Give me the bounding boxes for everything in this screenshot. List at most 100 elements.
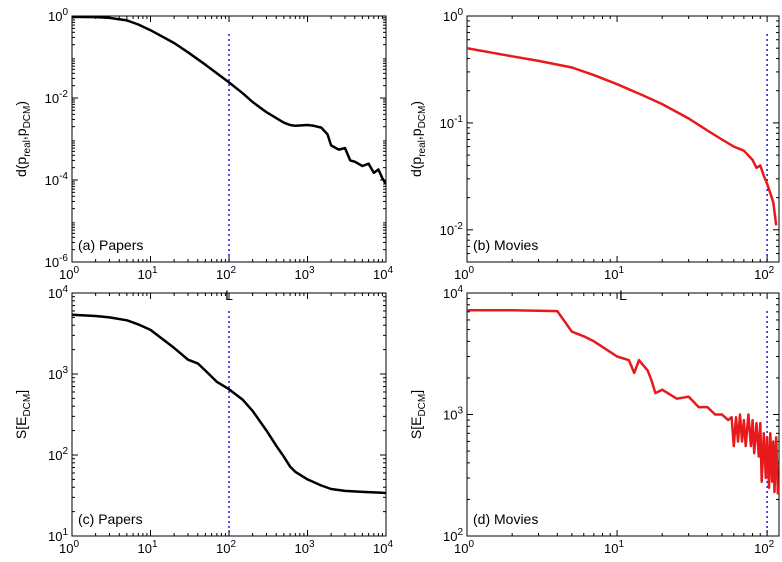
y-axis-title-part: ,p — [13, 128, 29, 140]
panel-annotation: (c) Papers — [78, 511, 143, 527]
y-tick-exponent: 3 — [62, 365, 68, 376]
x-tick-exponent: 2 — [230, 265, 236, 276]
y-tick-label: 100 — [443, 7, 463, 24]
x-tick-exponent: 0 — [73, 265, 79, 276]
x-tick-base: 10 — [454, 541, 468, 556]
x-tick-exponent: 3 — [309, 539, 315, 550]
x-tick-label: 100 — [454, 539, 474, 556]
x-tick-exponent: 2 — [769, 539, 775, 550]
y-axis-title: d(preal,pDCM) — [13, 101, 33, 177]
x-tick-base: 10 — [604, 541, 618, 556]
x-tick-base: 10 — [373, 541, 387, 556]
y-tick-exponent: 2 — [62, 446, 68, 457]
x-tick-base: 10 — [754, 541, 768, 556]
y-tick-exponent: 4 — [457, 284, 463, 295]
y-tick-label: 104 — [443, 284, 463, 301]
x-tick-label: 104 — [373, 539, 393, 556]
x-tick-base: 10 — [373, 267, 387, 282]
x-tick-base: 10 — [137, 541, 151, 556]
x-tick-label: 101 — [137, 539, 157, 556]
y-tick-exponent: -6 — [59, 253, 68, 264]
x-tick-base: 10 — [59, 267, 73, 282]
x-tick-exponent: 2 — [230, 539, 236, 550]
series-line — [72, 16, 386, 185]
y-tick-label: 100 — [48, 7, 68, 24]
y-axis-title-part: ] — [13, 390, 29, 394]
y-tick-exponent: 0 — [457, 7, 463, 18]
y-tick-label: 10-2 — [440, 221, 464, 238]
x-tick-label: 100 — [59, 539, 79, 556]
x-tick-label: 103 — [294, 539, 314, 556]
x-tick-exponent: 1 — [152, 539, 158, 550]
x-tick-base: 10 — [137, 267, 151, 282]
y-tick-base: 10 — [443, 9, 457, 24]
x-tick-exponent: 0 — [73, 539, 79, 550]
x-tick-base: 10 — [454, 267, 468, 282]
x-tick-base: 10 — [216, 267, 230, 282]
x-tick-exponent: 1 — [152, 265, 158, 276]
x-tick-label: 102 — [216, 265, 236, 282]
y-tick-base: 10 — [45, 91, 59, 106]
x-tick-label: 101 — [604, 265, 624, 282]
y-tick-base: 10 — [443, 286, 457, 301]
y-axis-title-part: real — [22, 140, 33, 157]
y-axis-title: S[EDCM] — [408, 390, 428, 439]
y-axis-title-part: S[E — [13, 417, 29, 440]
y-tick-label: 10-6 — [45, 253, 69, 270]
series-line — [467, 46, 778, 226]
y-tick-label: 10-1 — [440, 114, 464, 131]
plot-frame — [71, 292, 387, 537]
y-tick-label: 103 — [443, 406, 463, 423]
plot-frame — [466, 292, 780, 537]
y-axis-title-part: ] — [408, 390, 424, 394]
y-axis-title-part: DCM — [417, 106, 428, 129]
y-axis-title-part: DCM — [22, 394, 33, 417]
y-tick-base: 10 — [48, 9, 62, 24]
y-axis-title-part: ) — [13, 101, 29, 106]
x-tick-base: 10 — [294, 267, 308, 282]
y-tick-exponent: 1 — [62, 527, 68, 538]
panel-annotation: (d) Movies — [473, 511, 538, 527]
y-tick-base: 10 — [48, 367, 62, 382]
x-tick-label: 101 — [604, 539, 624, 556]
y-tick-label: 102 — [443, 527, 463, 544]
y-tick-base: 10 — [443, 408, 457, 423]
x-tick-base: 10 — [216, 541, 230, 556]
x-tick-base: 10 — [754, 267, 768, 282]
x-tick-base: 10 — [59, 541, 73, 556]
x-tick-exponent: 0 — [468, 265, 474, 276]
x-tick-label: 103 — [294, 265, 314, 282]
y-axis-title-part: DCM — [22, 106, 33, 129]
x-tick-exponent: 3 — [309, 265, 315, 276]
panel-annotation: (a) Papers — [78, 237, 143, 253]
x-tick-exponent: 1 — [619, 265, 625, 276]
x-tick-exponent: 4 — [387, 265, 393, 276]
y-tick-exponent: -4 — [59, 171, 68, 182]
x-tick-exponent: 1 — [619, 539, 625, 550]
y-axis-title-part: DCM — [417, 394, 428, 417]
y-axis-title: d(preal,pDCM) — [408, 101, 428, 177]
x-tick-label: 104 — [373, 265, 393, 282]
x-tick-label: 101 — [137, 265, 157, 282]
y-tick-base: 10 — [48, 286, 62, 301]
x-tick-label: 102 — [754, 265, 774, 282]
y-tick-label: 101 — [48, 527, 68, 544]
y-tick-base: 10 — [45, 255, 59, 270]
x-tick-label: 102 — [216, 539, 236, 556]
y-tick-exponent: 0 — [62, 7, 68, 18]
y-tick-exponent: 4 — [62, 284, 68, 295]
y-tick-base: 10 — [440, 116, 454, 131]
x-tick-label: 100 — [454, 265, 474, 282]
y-axis-title-part: real — [417, 140, 428, 157]
y-tick-base: 10 — [443, 529, 457, 544]
y-tick-exponent: -1 — [454, 114, 463, 125]
x-tick-exponent: 2 — [769, 265, 775, 276]
y-axis-title-part: d(p — [408, 157, 424, 177]
x-tick-label: 102 — [754, 539, 774, 556]
series-line — [72, 313, 386, 495]
y-tick-exponent: 2 — [457, 527, 463, 538]
